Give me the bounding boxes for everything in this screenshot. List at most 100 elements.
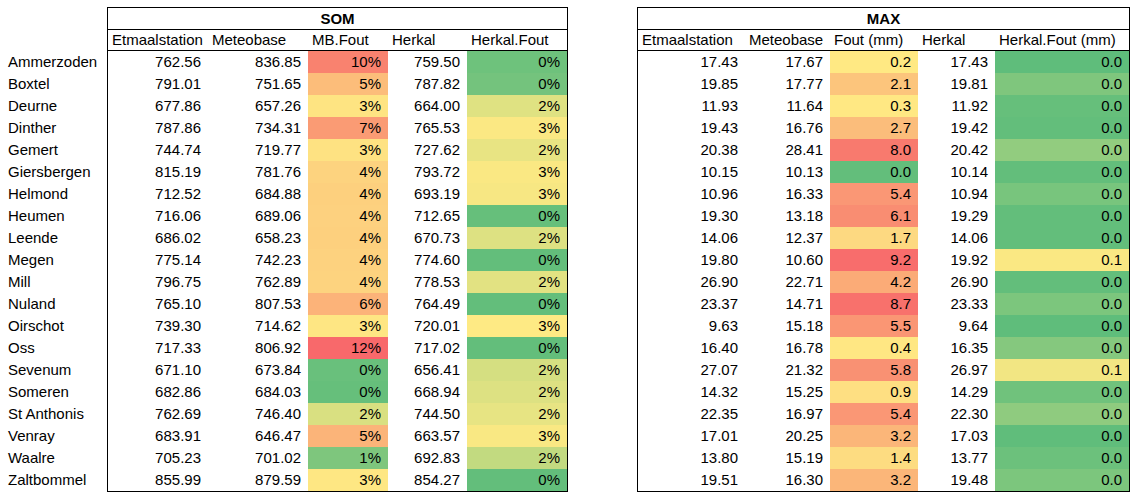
cell-meteobase: 17.77 xyxy=(745,73,830,95)
cell-herkal-fout: 3% xyxy=(467,183,567,205)
table-row: 14.06 12.37 1.7 14.06 0.0 xyxy=(638,227,1129,249)
column-header-herkal-fout-mm: Herkal.Fout (mm) xyxy=(995,30,1129,50)
cell-etmaalstation: 10.15 xyxy=(638,161,745,183)
cell-etmaalstation: 14.06 xyxy=(638,227,745,249)
cell-meteobase: 16.97 xyxy=(745,403,830,425)
cell-herkal-fout: 0% xyxy=(467,469,567,491)
table-row: 26.90 22.71 4.2 26.90 0.0 xyxy=(638,271,1129,293)
table-row: 19.80 10.60 9.2 19.92 0.1 xyxy=(638,249,1129,271)
column-header-etmaalstation: Etmaalstation xyxy=(108,30,208,50)
cell-meteobase: 15.25 xyxy=(745,381,830,403)
cell-herkal-fout: 3% xyxy=(467,425,567,447)
station-label: Oirschot xyxy=(8,315,106,337)
cell-meteobase: 11.64 xyxy=(745,95,830,117)
column-header-etmaalstation: Etmaalstation xyxy=(638,30,745,50)
station-label: Ammerzoden xyxy=(8,51,106,73)
report-canvas: Ammerzoden Boxtel Deurne Dinther Gemert … xyxy=(0,0,1138,500)
som-table-body: 762.56 836.85 10% 759.50 0% 791.01 751.6… xyxy=(108,51,567,491)
table-row: 775.14 742.23 4% 774.60 0% xyxy=(108,249,567,271)
cell-meteobase: 28.41 xyxy=(745,139,830,161)
cell-etmaalstation: 677.86 xyxy=(108,95,208,117)
table-row: 14.32 15.25 0.9 14.29 0.0 xyxy=(638,381,1129,403)
cell-herkal-fout-mm: 0.0 xyxy=(995,271,1129,293)
station-label: Heumen xyxy=(8,205,106,227)
cell-meteobase: 684.88 xyxy=(208,183,308,205)
cell-meteobase: 20.25 xyxy=(745,425,830,447)
station-label: Venray xyxy=(8,425,106,447)
station-label: Sevenum xyxy=(8,359,106,381)
cell-etmaalstation: 19.30 xyxy=(638,205,745,227)
cell-meteobase: 15.19 xyxy=(745,447,830,469)
table-row: 683.91 646.47 5% 663.57 3% xyxy=(108,425,567,447)
cell-meteobase: 742.23 xyxy=(208,249,308,271)
cell-meteobase: 646.47 xyxy=(208,425,308,447)
cell-herkal: 664.00 xyxy=(388,95,467,117)
cell-herkal-fout: 2% xyxy=(467,381,567,403)
cell-herkal-fout-mm: 0.0 xyxy=(995,117,1129,139)
som-table: SOM Etmaalstation Meteobase MB.Fout Herk… xyxy=(107,7,568,492)
cell-etmaalstation: 23.37 xyxy=(638,293,745,315)
cell-herkal-fout-mm: 0.0 xyxy=(995,403,1129,425)
cell-mb-fout: 1% xyxy=(308,447,388,469)
table-row: 17.43 17.67 0.2 17.43 0.0 xyxy=(638,51,1129,73)
cell-mb-fout: 4% xyxy=(308,183,388,205)
cell-fout-mm: 5.4 xyxy=(830,403,918,425)
cell-etmaalstation: 27.07 xyxy=(638,359,745,381)
cell-meteobase: 10.60 xyxy=(745,249,830,271)
cell-fout-mm: 8.0 xyxy=(830,139,918,161)
cell-etmaalstation: 16.40 xyxy=(638,337,745,359)
cell-mb-fout: 3% xyxy=(308,139,388,161)
table-row: 677.86 657.26 3% 664.00 2% xyxy=(108,95,567,117)
cell-herkal: 778.53 xyxy=(388,271,467,293)
cell-mb-fout: 10% xyxy=(308,51,388,73)
cell-herkal: 663.57 xyxy=(388,425,467,447)
cell-herkal-fout-mm: 0.1 xyxy=(995,249,1129,271)
cell-herkal-fout: 2% xyxy=(467,447,567,469)
table-row: 739.30 714.62 3% 720.01 3% xyxy=(108,315,567,337)
cell-etmaalstation: 19.85 xyxy=(638,73,745,95)
cell-herkal-fout-mm: 0.0 xyxy=(995,469,1129,491)
table-row: 17.01 20.25 3.2 17.03 0.0 xyxy=(638,425,1129,447)
cell-meteobase: 658.23 xyxy=(208,227,308,249)
cell-herkal: 712.65 xyxy=(388,205,467,227)
cell-herkal: 854.27 xyxy=(388,469,467,491)
cell-mb-fout: 2% xyxy=(308,403,388,425)
cell-fout-mm: 4.2 xyxy=(830,271,918,293)
cell-fout-mm: 5.5 xyxy=(830,315,918,337)
cell-herkal: 26.90 xyxy=(918,271,995,293)
cell-mb-fout: 4% xyxy=(308,227,388,249)
cell-fout-mm: 1.7 xyxy=(830,227,918,249)
cell-herkal: 13.77 xyxy=(918,447,995,469)
table-row: 22.35 16.97 5.4 22.30 0.0 xyxy=(638,403,1129,425)
cell-herkal-fout: 0% xyxy=(467,73,567,95)
cell-fout-mm: 5.4 xyxy=(830,183,918,205)
cell-herkal-fout: 2% xyxy=(467,271,567,293)
cell-fout-mm: 0.4 xyxy=(830,337,918,359)
cell-etmaalstation: 13.80 xyxy=(638,447,745,469)
cell-herkal: 16.35 xyxy=(918,337,995,359)
cell-etmaalstation: 10.96 xyxy=(638,183,745,205)
table-row: 791.01 751.65 5% 787.82 0% xyxy=(108,73,567,95)
cell-herkal: 764.49 xyxy=(388,293,467,315)
cell-etmaalstation: 17.43 xyxy=(638,51,745,73)
cell-herkal: 774.60 xyxy=(388,249,467,271)
cell-meteobase: 684.03 xyxy=(208,381,308,403)
cell-mb-fout: 4% xyxy=(308,271,388,293)
cell-herkal: 14.06 xyxy=(918,227,995,249)
cell-herkal: 727.62 xyxy=(388,139,467,161)
cell-meteobase: 701.02 xyxy=(208,447,308,469)
station-label: Boxtel xyxy=(8,73,106,95)
cell-herkal: 744.50 xyxy=(388,403,467,425)
table-row: 671.10 673.84 0% 656.41 2% xyxy=(108,359,567,381)
cell-herkal-fout-mm: 0.0 xyxy=(995,293,1129,315)
cell-herkal-fout: 2% xyxy=(467,359,567,381)
table-row: 815.19 781.76 4% 793.72 3% xyxy=(108,161,567,183)
cell-fout-mm: 2.7 xyxy=(830,117,918,139)
max-table: MAX Etmaalstation Meteobase Fout (mm) He… xyxy=(637,7,1130,492)
table-row: 10.96 16.33 5.4 10.94 0.0 xyxy=(638,183,1129,205)
cell-etmaalstation: 796.75 xyxy=(108,271,208,293)
cell-mb-fout: 6% xyxy=(308,293,388,315)
cell-herkal-fout-mm: 0.0 xyxy=(995,315,1129,337)
cell-herkal-fout-mm: 0.0 xyxy=(995,425,1129,447)
cell-meteobase: 12.37 xyxy=(745,227,830,249)
